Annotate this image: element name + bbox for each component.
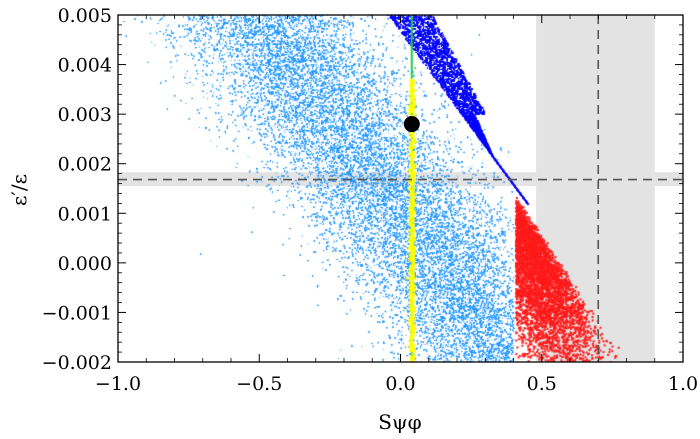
y-tick-label: 0.005 bbox=[58, 5, 112, 27]
y-axis-ticks: −0.002 −0.001 0.000 0.001 0.002 0.003 0.004 0.0… bbox=[42, 5, 683, 374]
y-tick-label: 0.004 bbox=[58, 55, 112, 77]
chart-overlays bbox=[118, 15, 683, 362]
x-tick-label: −1.0 bbox=[95, 373, 141, 395]
y-tick-label: −0.002 bbox=[42, 352, 112, 374]
x-axis-title: Sψφ bbox=[378, 410, 421, 434]
x-tick-label: −0.5 bbox=[236, 373, 282, 395]
y-tick-label: −0.001 bbox=[42, 302, 112, 324]
y-tick-label: 0.001 bbox=[58, 203, 112, 225]
scatter-points bbox=[118, 15, 683, 362]
y-tick-label: 0.003 bbox=[58, 104, 112, 126]
y-tick-label: 0.002 bbox=[58, 154, 112, 176]
x-axis-ticks: −1.0 −0.5 0.0 0.5 1.0 bbox=[95, 15, 698, 395]
x-tick-label: 0.5 bbox=[527, 373, 557, 395]
x-tick-label: 0.0 bbox=[385, 373, 415, 395]
x-tick-label: 1.0 bbox=[668, 373, 698, 395]
reference-point bbox=[403, 116, 420, 133]
scatter-cloud bbox=[118, 15, 683, 362]
y-axis-title: ε′/ε bbox=[7, 174, 31, 206]
y-tick-label: 0.000 bbox=[58, 253, 112, 275]
